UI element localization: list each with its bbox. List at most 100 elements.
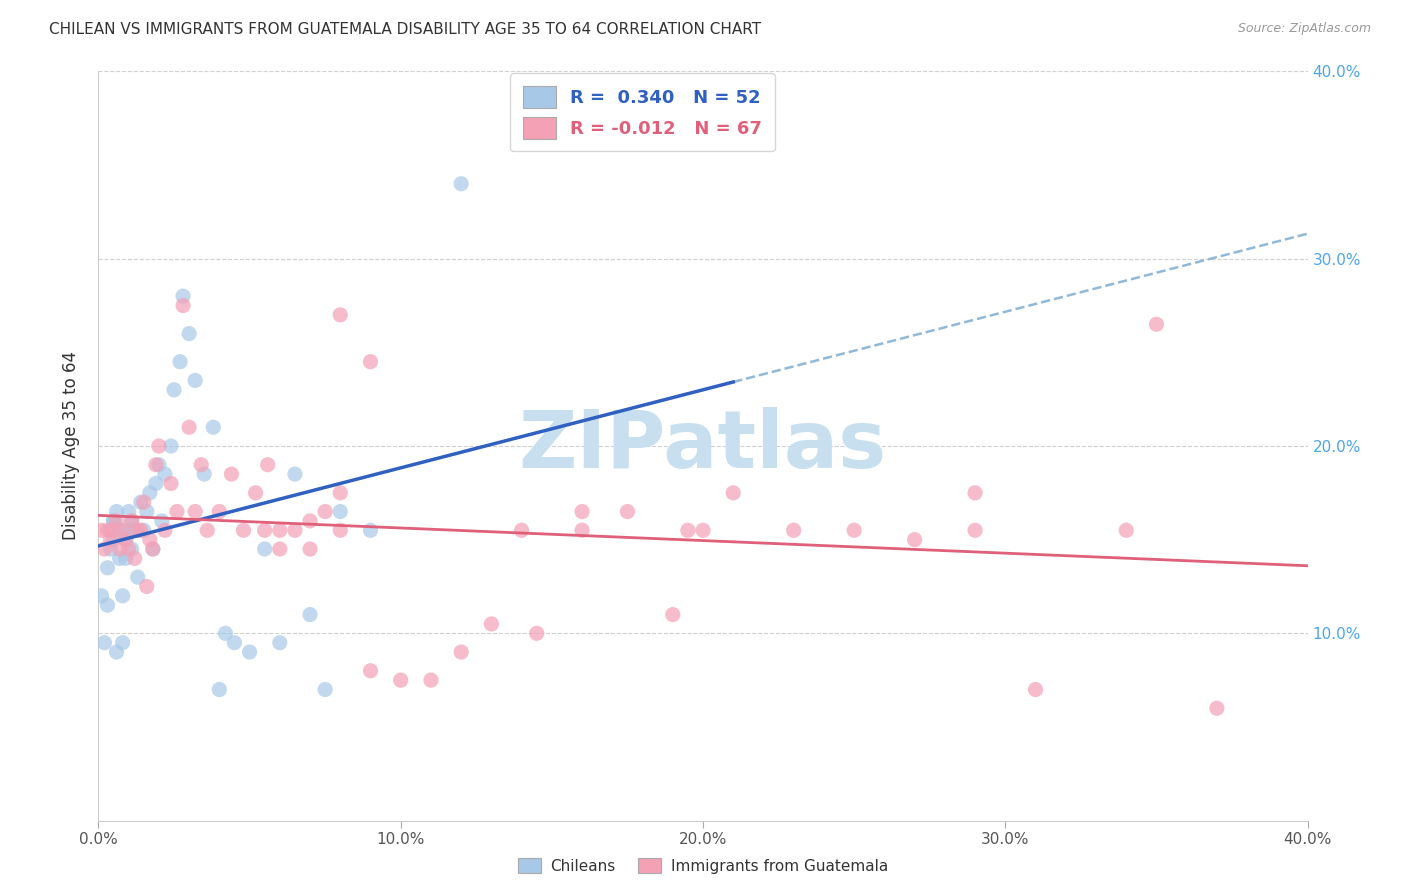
Point	[172, 298, 194, 313]
Point	[114, 533, 136, 547]
Point	[142, 542, 165, 557]
Point	[111, 635, 134, 649]
Point	[208, 505, 231, 519]
Point	[329, 308, 352, 322]
Point	[389, 673, 412, 688]
Point	[129, 495, 152, 509]
Point	[269, 524, 291, 538]
Point	[132, 524, 155, 538]
Point	[190, 458, 212, 472]
Point	[314, 505, 336, 519]
Point	[299, 542, 322, 557]
Point	[245, 486, 267, 500]
Point	[510, 524, 533, 538]
Point	[202, 420, 225, 434]
Point	[148, 458, 170, 472]
Point	[145, 476, 167, 491]
Point	[163, 383, 186, 397]
Point	[450, 645, 472, 659]
Point	[329, 486, 352, 500]
Point	[108, 542, 131, 557]
Point	[139, 486, 162, 500]
Point	[135, 580, 157, 594]
Text: Source: ZipAtlas.com: Source: ZipAtlas.com	[1237, 22, 1371, 36]
Point	[314, 682, 336, 697]
Point	[526, 626, 548, 640]
Point	[150, 514, 173, 528]
Point	[965, 486, 987, 500]
Point	[253, 542, 276, 557]
Text: CHILEAN VS IMMIGRANTS FROM GUATEMALA DISABILITY AGE 35 TO 64 CORRELATION CHART: CHILEAN VS IMMIGRANTS FROM GUATEMALA DIS…	[49, 22, 761, 37]
Point	[118, 505, 141, 519]
Point	[299, 514, 322, 528]
Legend: R =  0.340   N = 52, R = -0.012   N = 67: R = 0.340 N = 52, R = -0.012 N = 67	[510, 73, 775, 152]
Point	[108, 551, 131, 566]
Point	[232, 524, 254, 538]
Point	[1115, 524, 1137, 538]
Point	[329, 505, 352, 519]
Point	[160, 439, 183, 453]
Y-axis label: Disability Age 35 to 64: Disability Age 35 to 64	[62, 351, 80, 541]
Point	[121, 514, 143, 528]
Point	[100, 533, 122, 547]
Point	[420, 673, 443, 688]
Point	[904, 533, 927, 547]
Point	[1206, 701, 1229, 715]
Point	[239, 645, 262, 659]
Point	[135, 505, 157, 519]
Point	[284, 467, 307, 482]
Point	[224, 635, 246, 649]
Point	[169, 355, 191, 369]
Point	[723, 486, 745, 500]
Point	[114, 533, 136, 547]
Point	[965, 524, 987, 538]
Point	[571, 505, 593, 519]
Point	[692, 524, 714, 538]
Point	[124, 551, 146, 566]
Point	[108, 524, 131, 538]
Point	[105, 514, 128, 528]
Point	[100, 524, 122, 538]
Point	[129, 524, 152, 538]
Point	[360, 524, 382, 538]
Point	[103, 524, 125, 538]
Point	[166, 505, 188, 519]
Point	[172, 289, 194, 303]
Point	[93, 542, 115, 557]
Point	[179, 326, 201, 341]
Point	[1144, 318, 1167, 332]
Point	[127, 524, 149, 538]
Point	[121, 514, 143, 528]
Point	[148, 439, 170, 453]
Point	[127, 570, 149, 584]
Point	[103, 533, 125, 547]
Point	[214, 626, 236, 640]
Point	[111, 524, 134, 538]
Point	[145, 458, 167, 472]
Point	[676, 524, 699, 538]
Point	[184, 374, 207, 388]
Point	[661, 607, 683, 622]
Point	[132, 495, 155, 509]
Point	[90, 589, 112, 603]
Point	[111, 589, 134, 603]
Point	[360, 664, 382, 678]
Point	[124, 524, 146, 538]
Point	[96, 561, 118, 575]
Point	[142, 542, 165, 557]
Point	[284, 524, 307, 538]
Point	[118, 542, 141, 557]
Point	[450, 177, 472, 191]
Point	[783, 524, 806, 538]
Point	[96, 599, 118, 613]
Point	[1024, 682, 1046, 697]
Point	[360, 355, 382, 369]
Point	[256, 458, 278, 472]
Point	[118, 524, 141, 538]
Point	[571, 524, 593, 538]
Point	[481, 617, 503, 632]
Point	[299, 607, 322, 622]
Point	[179, 420, 201, 434]
Point	[90, 524, 112, 538]
Point	[844, 524, 866, 538]
